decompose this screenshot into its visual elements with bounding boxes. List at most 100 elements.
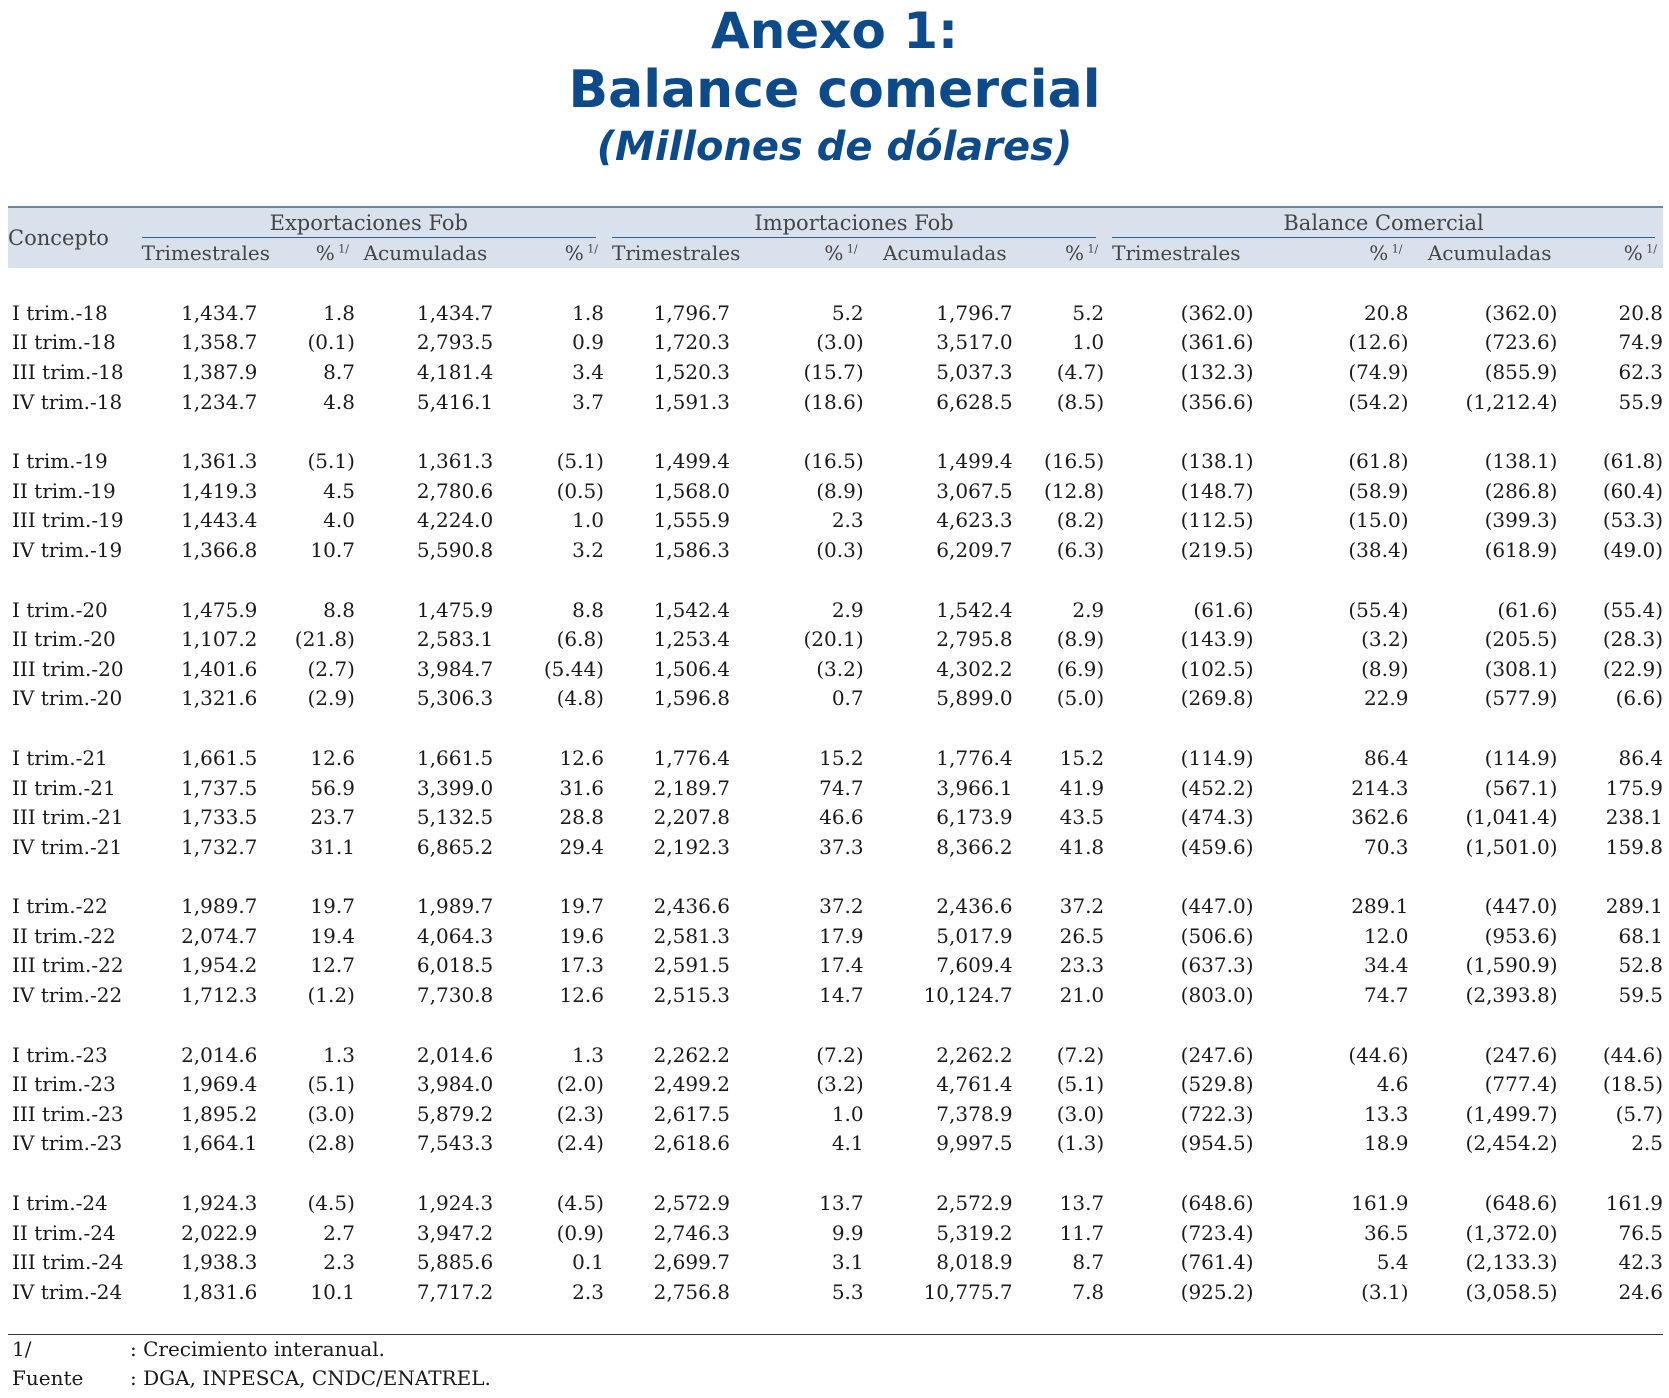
table-cell: (8.9)	[1056, 627, 1105, 652]
table-cell: (132.3)	[1180, 359, 1254, 384]
table-cell: 4.6	[1376, 1072, 1409, 1097]
table-cell: (2.8)	[307, 1131, 355, 1156]
table-cell: (2.0)	[556, 1072, 604, 1097]
table-cell: 43.5	[1059, 805, 1105, 830]
table-cell: (114.9)	[1484, 745, 1558, 770]
table-cell: (269.8)	[1180, 686, 1254, 711]
table-row: IV trim.-19 1,366.8 10.7 5,590.8 3.2 1,586.3 (…	[8, 535, 1663, 565]
table-cell: 1,387.9	[181, 359, 258, 384]
table-cell: 19.7	[310, 894, 355, 919]
spacer-row	[8, 862, 1663, 892]
table-cell: 214.3	[1351, 775, 1409, 800]
table-cell: (16.5)	[803, 449, 864, 474]
table-cell: 4,224.0	[416, 508, 494, 533]
subheader-pct: % 1/	[1259, 238, 1409, 268]
table-cell: 1,661.5	[181, 745, 258, 770]
row-label: IV trim.-22	[12, 983, 123, 1008]
table-cell: (4.7)	[1056, 359, 1105, 384]
table-cell: (6.6)	[1615, 686, 1663, 711]
table-cell: 10.7	[310, 537, 355, 562]
table-cell: (55.4)	[1348, 597, 1409, 622]
table-cell: 2,591.5	[653, 953, 730, 978]
table-cell: 14.7	[819, 983, 864, 1008]
exports-header: Exportaciones Fob	[133, 206, 604, 238]
table-cell: 1,520.3	[653, 359, 730, 384]
footnote-growth: 1/ : Crecimiento interanual.	[8, 1335, 1663, 1364]
table-cell: 5,319.2	[936, 1220, 1013, 1245]
table-cell: 2,014.6	[416, 1042, 494, 1067]
table-cell: 2,746.3	[653, 1220, 730, 1245]
table-cell: 22.9	[1363, 686, 1409, 711]
table-cell: 6,173.9	[936, 805, 1013, 830]
table-cell: (855.9)	[1484, 359, 1558, 384]
row-label: IV trim.-21	[12, 834, 123, 859]
table-cell: (637.3)	[1180, 953, 1254, 978]
table-cell: 1,796.7	[653, 300, 730, 325]
table-cell: (60.4)	[1602, 478, 1663, 503]
table-cell: (1,499.7)	[1465, 1101, 1558, 1126]
table-cell: 12.0	[1363, 923, 1409, 948]
table-cell: 0.1	[572, 1250, 604, 1275]
table-cell: 76.5	[1618, 1220, 1663, 1245]
table-cell: 3,399.0	[416, 775, 494, 800]
table-cell: 1,499.4	[936, 449, 1013, 474]
table-cell: 1,401.6	[181, 656, 258, 681]
table-cell: (648.6)	[1180, 1191, 1254, 1216]
subheader-quarterly: Trimestrales	[1104, 238, 1260, 268]
table-row: I trim.-22 1,989.7 19.7 1,989.7 19.7 2,436.6 3…	[8, 892, 1663, 922]
table-cell: 2,189.7	[653, 775, 730, 800]
table-cell: 5,416.1	[416, 389, 494, 414]
row-label: I trim.-18	[12, 300, 108, 325]
table-row: I trim.-18 1,434.7 1.8 1,434.7 1.8 1,796.7 5.2…	[8, 298, 1663, 328]
table-cell: 15.2	[819, 745, 864, 770]
table-cell: 2.7	[323, 1220, 355, 1245]
table-cell: (44.6)	[1348, 1042, 1409, 1067]
table-cell: (49.0)	[1602, 537, 1663, 562]
table-cell: 74.7	[819, 775, 864, 800]
footnote-mark: 1/	[334, 242, 349, 256]
table-cell: 2,617.5	[653, 1101, 730, 1126]
table-cell: 8.8	[572, 597, 604, 622]
table-cell: 10,775.7	[923, 1279, 1013, 1304]
subheader-cumulative: Acumuladas	[354, 238, 494, 268]
table-cell: (6.3)	[1056, 537, 1105, 562]
table-cell: (3.0)	[307, 1101, 355, 1126]
table-cell: 1.0	[831, 1101, 864, 1126]
table-cell: 1,796.7	[936, 300, 1013, 325]
table-cell: (2.9)	[307, 686, 355, 711]
row-label: II trim.-18	[12, 330, 116, 355]
row-label: III trim.-23	[12, 1101, 124, 1126]
row-label: III trim.-24	[12, 1250, 124, 1275]
table-cell: 1.8	[572, 300, 604, 325]
table-cell: 1,361.3	[181, 449, 258, 474]
table-cell: (112.5)	[1180, 508, 1254, 533]
table-cell: 3.4	[572, 359, 604, 384]
spacer-row	[8, 416, 1663, 446]
balance-header: Balance Comercial	[1104, 206, 1663, 238]
table-row: I trim.-24 1,924.3 (4.5) 1,924.3 (4.5) 2,572.…	[8, 1188, 1663, 1218]
table-cell: 19.6	[559, 923, 604, 948]
table-cell: (55.4)	[1602, 597, 1663, 622]
table-cell: 6,865.2	[416, 834, 494, 859]
table-cell: (577.9)	[1484, 686, 1558, 711]
table-cell: 2,583.1	[416, 627, 494, 652]
table-cell: 4.1	[831, 1131, 864, 1156]
table-cell: (15.7)	[803, 359, 864, 384]
table-cell: (6.9)	[1056, 656, 1105, 681]
table-cell: 5,879.2	[416, 1101, 494, 1126]
table-cell: 20.8	[1363, 300, 1409, 325]
table-cell: 31.1	[310, 834, 355, 859]
table-cell: (53.3)	[1602, 508, 1663, 533]
table-cell: 1,776.4	[653, 745, 730, 770]
table-row: III trim.-20 1,401.6 (2.7) 3,984.7 (5.44) 1,5…	[8, 654, 1663, 684]
table-cell: (114.9)	[1180, 745, 1254, 770]
spacer-row	[8, 268, 1663, 298]
table-cell: (7.2)	[1056, 1042, 1105, 1067]
table-cell: (4.5)	[307, 1191, 355, 1216]
footnote-mark: 1/	[1642, 242, 1657, 256]
subheader-cumulative: Acumuladas	[1408, 238, 1558, 268]
table-cell: 3.1	[831, 1250, 864, 1275]
row-label: I trim.-22	[12, 894, 108, 919]
table-cell: (148.7)	[1180, 478, 1254, 503]
table-cell: 4.5	[323, 478, 355, 503]
